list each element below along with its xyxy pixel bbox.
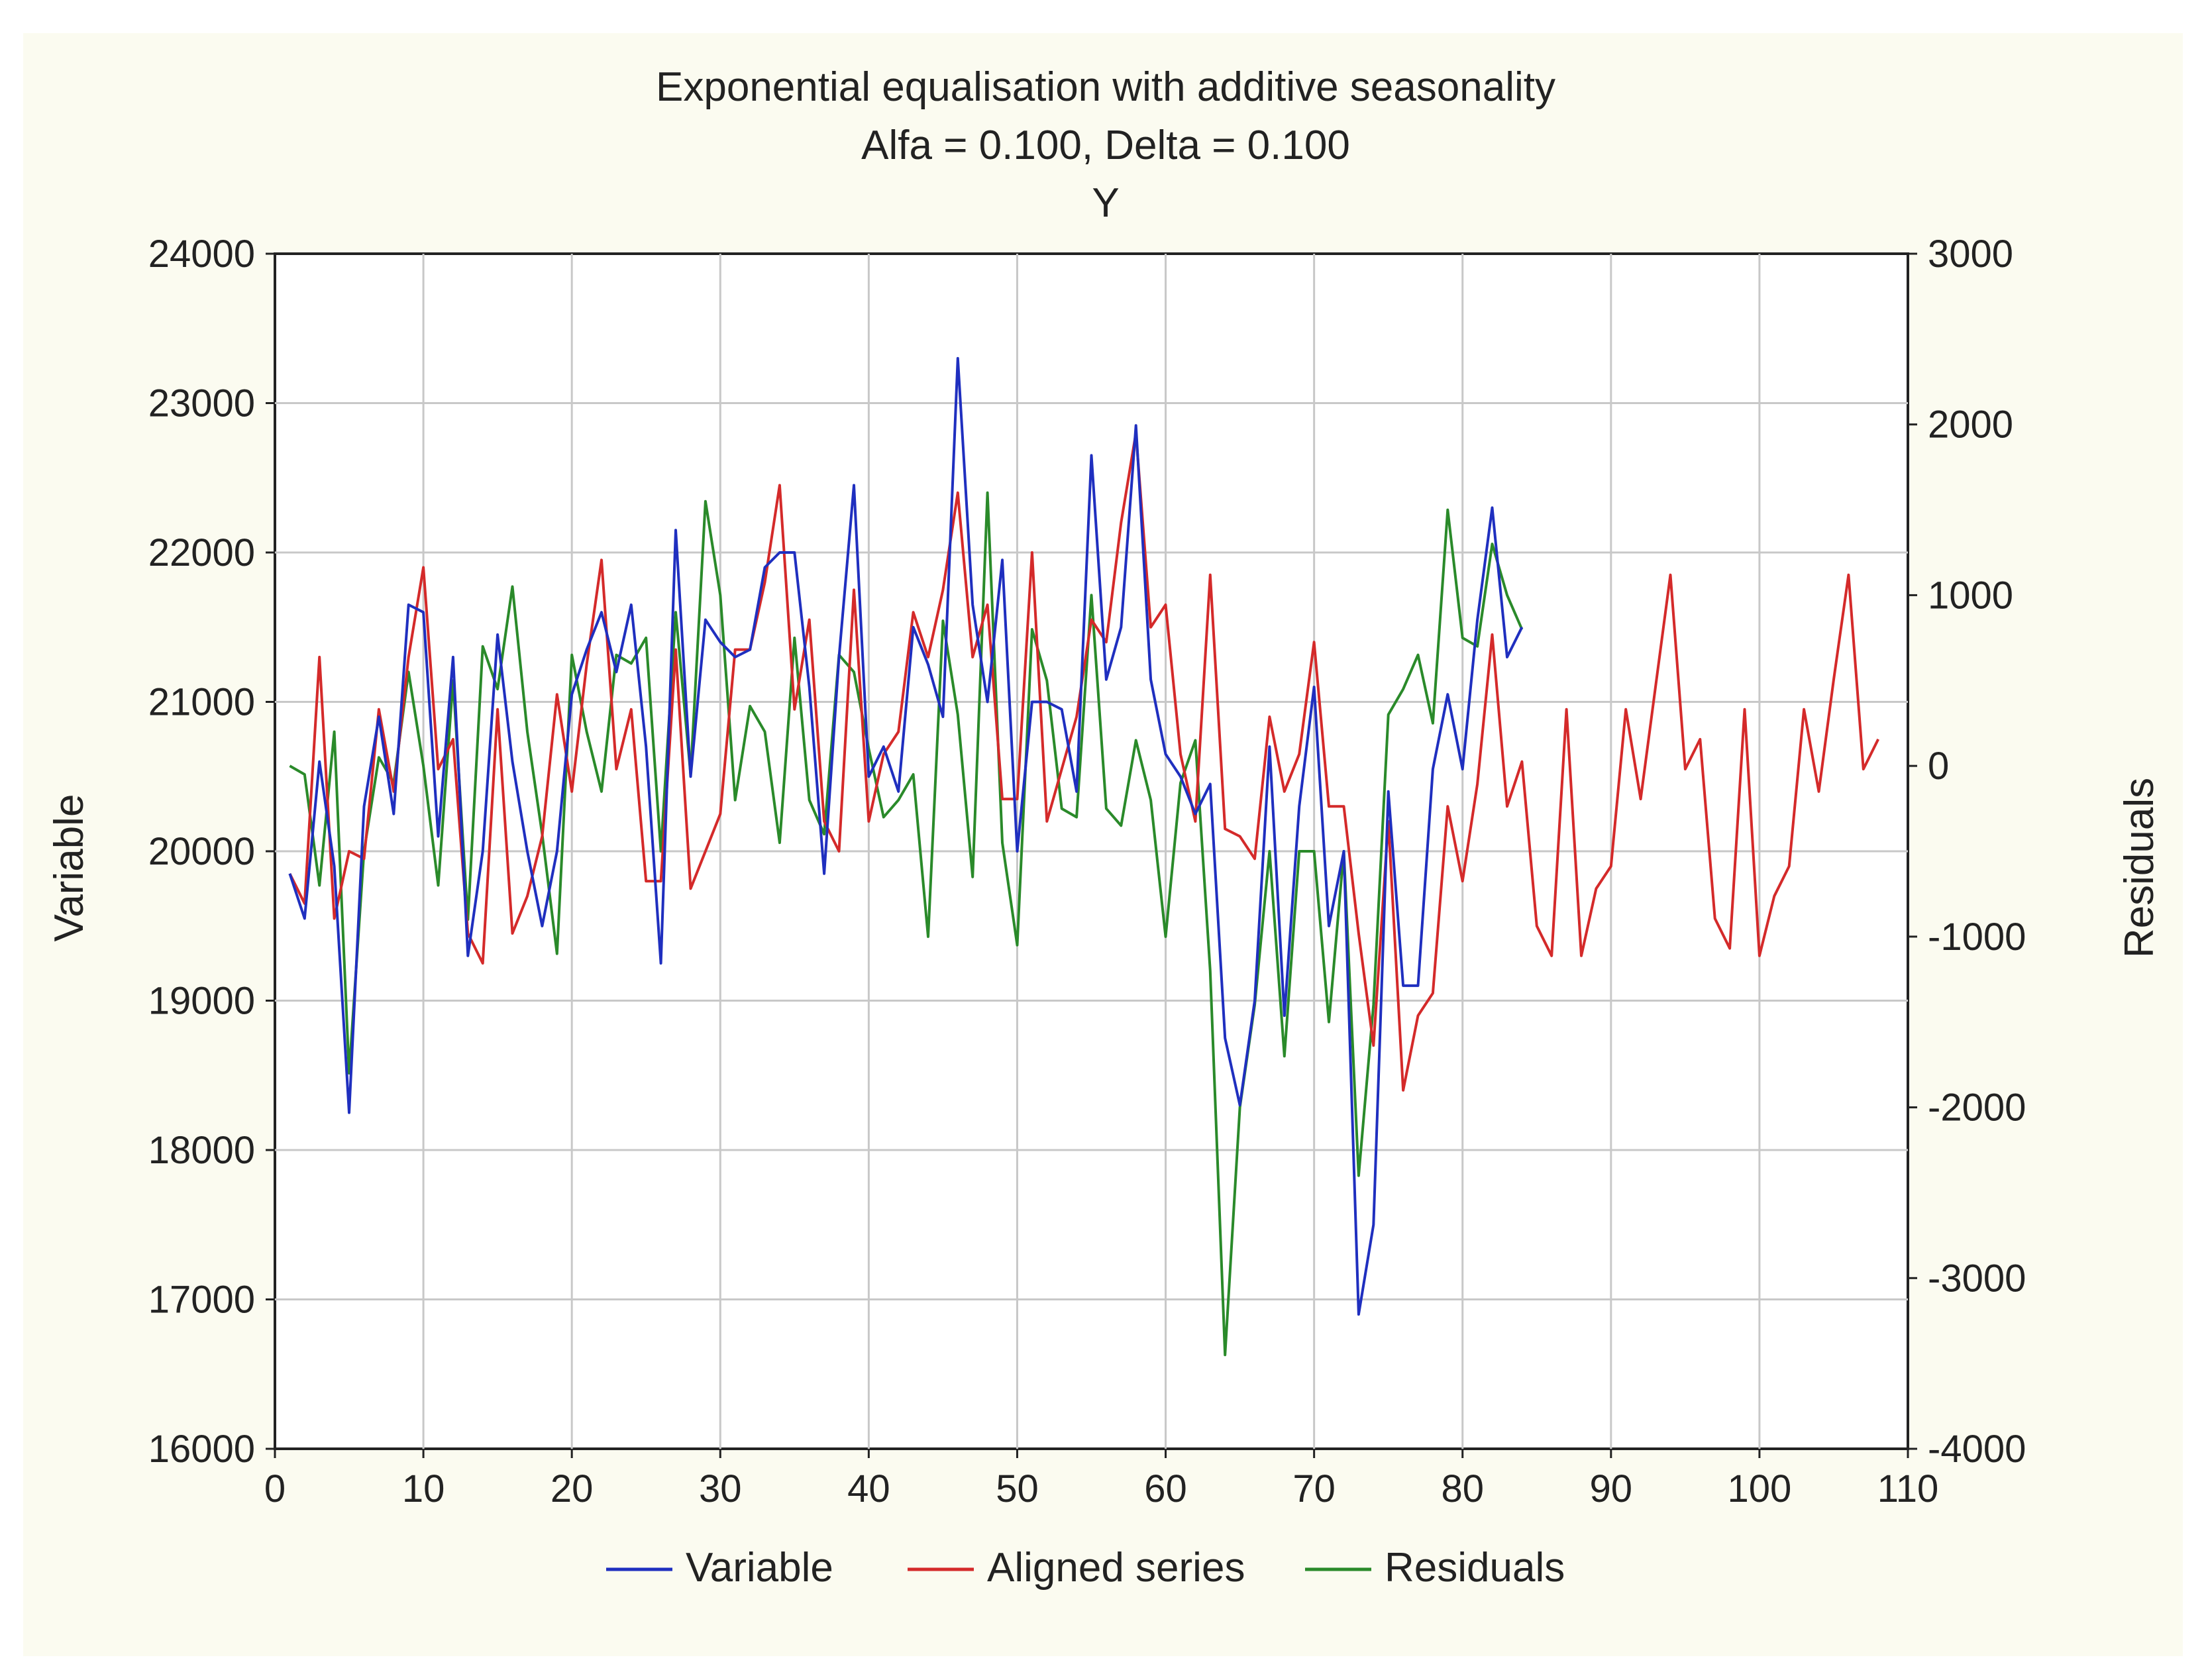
y2-tick-label: -4000 bbox=[1928, 1428, 2026, 1471]
x-tick-label: 0 bbox=[264, 1467, 286, 1510]
x-tick-label: 10 bbox=[402, 1467, 445, 1510]
x-tick-label: 90 bbox=[1590, 1467, 1633, 1510]
y2-tick-label: 0 bbox=[1928, 745, 1949, 788]
x-tick-label: 60 bbox=[1144, 1467, 1187, 1510]
series-line-aligned-series bbox=[288, 431, 1879, 1092]
y2-tick-label: 3000 bbox=[1928, 233, 2013, 276]
x-tick-label: 70 bbox=[1292, 1467, 1336, 1510]
y-tick-label: 24000 bbox=[148, 233, 255, 276]
y-tick-label: 16000 bbox=[148, 1428, 255, 1471]
x-tick-label: 100 bbox=[1728, 1467, 1792, 1510]
legend-label: Aligned series bbox=[987, 1545, 1245, 1591]
y-tick-label: 23000 bbox=[148, 382, 255, 425]
x-tick-label: 20 bbox=[551, 1467, 594, 1510]
grid bbox=[274, 252, 1909, 1450]
legend: Variable Aligned series Residuals bbox=[606, 1545, 1565, 1591]
axes: 0 10 20 30 40 50 60 70 80 90 100 110 16000 17000 18000… bbox=[148, 233, 2026, 1510]
y2-axis-label: Residuals bbox=[2117, 778, 2162, 958]
series-line-variable bbox=[288, 356, 1524, 1316]
y2-tick-label: -1000 bbox=[1928, 916, 2026, 959]
y-tick-label: 18000 bbox=[148, 1129, 255, 1172]
legend-label: Variable bbox=[686, 1545, 833, 1591]
y-tick-label: 21000 bbox=[148, 681, 255, 724]
x-tick-label: 80 bbox=[1441, 1467, 1484, 1510]
y-tick-label: 19000 bbox=[148, 980, 255, 1023]
y2-tick-label: -3000 bbox=[1928, 1257, 2026, 1300]
x-tick-label: 30 bbox=[699, 1467, 742, 1510]
chart-subtitle: Alfa = 0.100, Delta = 0.100 bbox=[861, 123, 1350, 168]
y-tick-label: 20000 bbox=[148, 830, 255, 873]
legend-label: Residuals bbox=[1385, 1545, 1565, 1591]
y-tick-label: 17000 bbox=[148, 1279, 255, 1322]
chart-panel: 0 10 20 30 40 50 60 70 80 90 100 110 16000 17000 18000… bbox=[23, 33, 2183, 1656]
x-tick-label: 40 bbox=[847, 1467, 890, 1510]
chart-subtitle-y: Y bbox=[1092, 180, 1119, 226]
chart-svg: 0 10 20 30 40 50 60 70 80 90 100 110 16000 17000 18000… bbox=[46, 64, 2162, 1591]
y2-tick-label: 2000 bbox=[1928, 403, 2013, 446]
x-tick-label: 110 bbox=[1877, 1467, 1938, 1510]
titles: Exponential equalisation with additive s… bbox=[46, 64, 2162, 958]
chart-title: Exponential equalisation with additive s… bbox=[656, 64, 1555, 110]
y-axis-label: Variable bbox=[46, 794, 92, 942]
x-tick-label: 50 bbox=[996, 1467, 1039, 1510]
y2-tick-label: -2000 bbox=[1928, 1086, 2026, 1129]
series-layer bbox=[288, 356, 1879, 1357]
y-tick-label: 22000 bbox=[148, 531, 255, 574]
y2-tick-label: 1000 bbox=[1928, 574, 2013, 617]
